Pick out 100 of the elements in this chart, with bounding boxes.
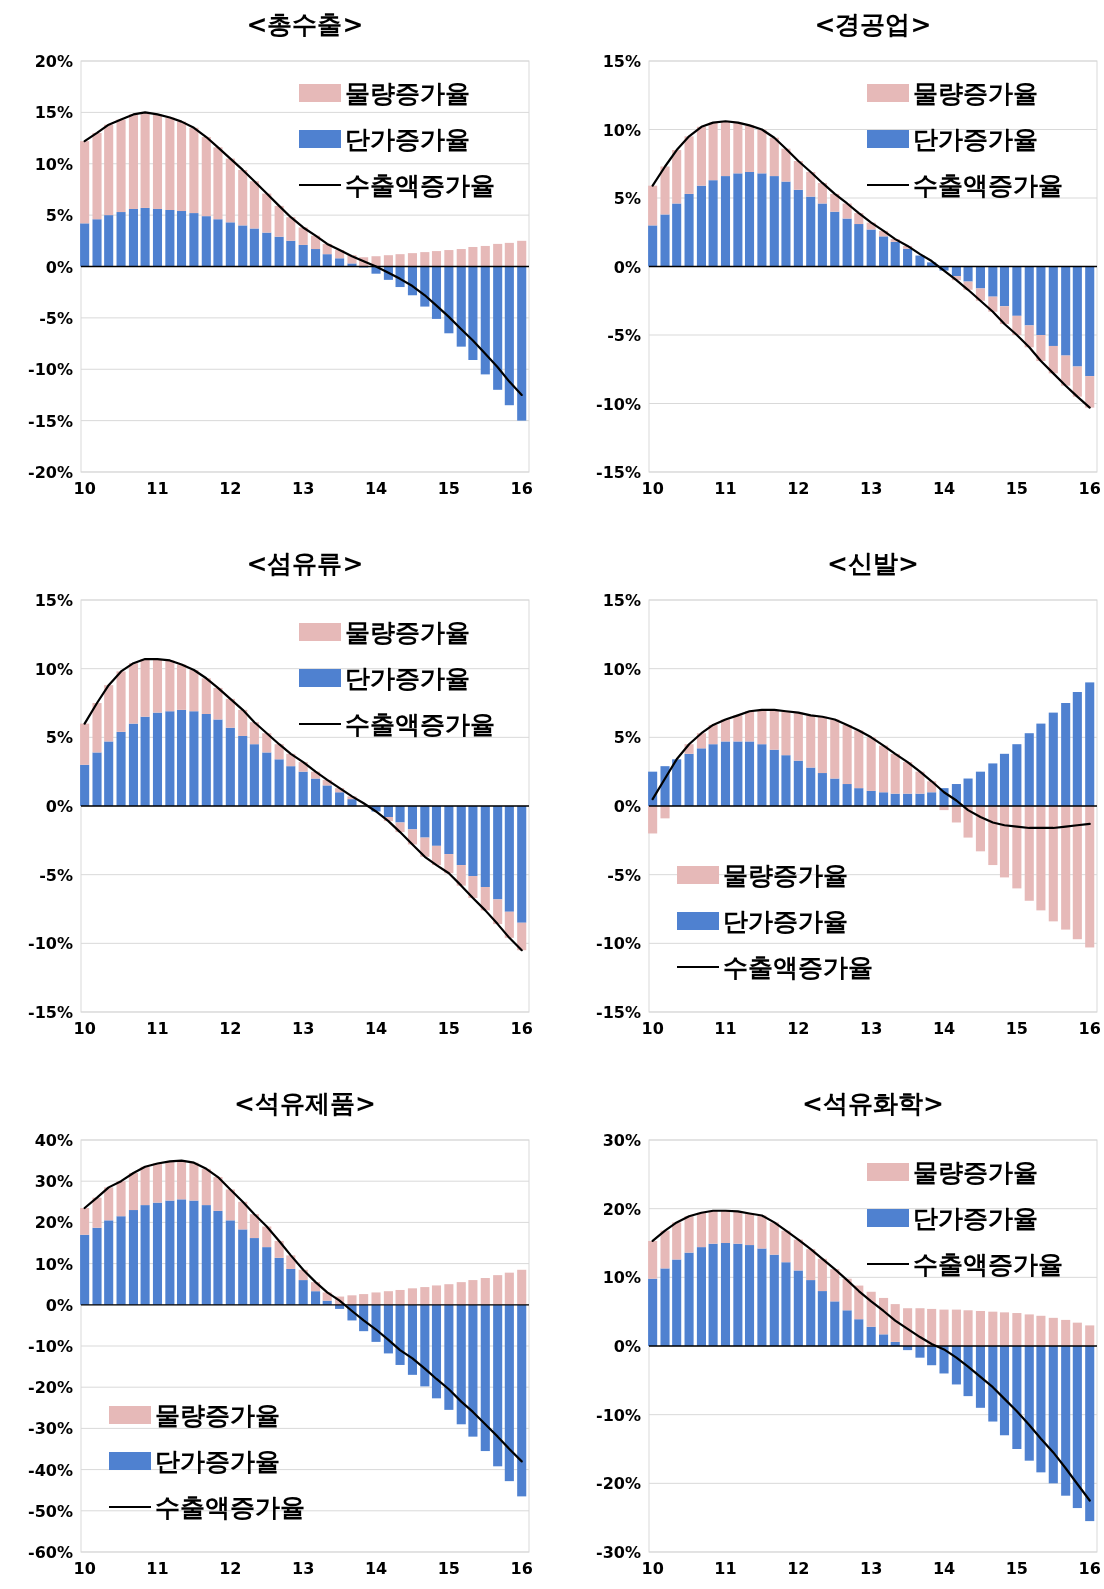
- x-tick-label: 14: [364, 479, 388, 498]
- y-tick-label: -30%: [596, 1543, 641, 1562]
- y-tick-label: -20%: [596, 1474, 641, 1494]
- legend-label: 단가증가율: [345, 664, 470, 693]
- chart-title: <석유화학>: [802, 1089, 944, 1118]
- y-tick-label: 20%: [34, 1213, 73, 1233]
- x-tick-label: 13: [292, 1019, 315, 1038]
- x-tick-label: 12: [219, 1559, 242, 1578]
- y-tick-label: 15%: [602, 52, 641, 71]
- y-tick-label: 0%: [613, 257, 641, 277]
- x-tick-label: 15: [1005, 1559, 1028, 1578]
- x-tick-label: 15: [437, 1019, 460, 1038]
- y-tick-label: 5%: [45, 206, 73, 226]
- x-tick-label: 12: [787, 1019, 810, 1038]
- y-tick-label: -10%: [28, 934, 73, 954]
- y-tick-label: -10%: [596, 394, 641, 414]
- x-tick-label: 11: [714, 479, 737, 498]
- y-tick-label: -15%: [28, 411, 73, 431]
- x-tick-label: 16: [1078, 1559, 1101, 1578]
- y-tick-label: -30%: [28, 1419, 73, 1439]
- x-tick-label: 11: [146, 479, 169, 498]
- legend-label: 물량증가율: [345, 618, 470, 647]
- y-tick-label: -5%: [607, 326, 641, 345]
- x-tick-label: 16: [510, 1559, 533, 1578]
- legend-label: 단가증가율: [155, 1447, 280, 1476]
- x-tick-label: 12: [787, 479, 810, 498]
- y-tick-label: -15%: [28, 1003, 73, 1022]
- legend-label: 단가증가율: [345, 125, 470, 154]
- y-tick-label: 10%: [34, 154, 73, 174]
- y-tick-label: -5%: [607, 865, 641, 885]
- x-tick-label: 16: [510, 1019, 533, 1038]
- y-tick-label: -10%: [28, 360, 73, 380]
- y-tick-label: -10%: [596, 934, 641, 954]
- x-tick-label: 12: [219, 1019, 242, 1038]
- y-tick-label: -10%: [596, 1405, 641, 1425]
- x-tick-label: 11: [146, 1019, 169, 1038]
- y-tick-label: 15%: [34, 103, 73, 123]
- legend-label: 물량증가율: [345, 79, 470, 108]
- chart-title: <총수출>: [246, 10, 364, 39]
- legend-label: 수출액증가율: [345, 171, 495, 200]
- x-tick-label: 13: [860, 1559, 883, 1578]
- x-tick-label: 12: [787, 1559, 810, 1578]
- x-tick-label: 15: [437, 479, 460, 498]
- y-tick-label: 0%: [45, 1295, 73, 1315]
- legend-label: 수출액증가율: [345, 710, 495, 739]
- chart-title: <석유제품>: [234, 1089, 376, 1118]
- legend-label: 수출액증가율: [155, 1493, 305, 1522]
- legend-label: 물량증가율: [913, 79, 1038, 108]
- y-tick-label: 0%: [613, 1337, 641, 1356]
- x-tick-label: 10: [641, 479, 664, 498]
- x-tick-label: 14: [932, 1019, 956, 1038]
- x-tick-label: 14: [364, 1559, 388, 1578]
- y-tick-label: 10%: [34, 659, 73, 679]
- x-tick-label: 10: [641, 1559, 664, 1578]
- y-tick-label: -50%: [28, 1501, 73, 1521]
- legend-label: 단가증가율: [913, 125, 1038, 154]
- y-tick-label: 0%: [613, 797, 641, 816]
- legend-label: 수출액증가율: [723, 953, 873, 982]
- y-tick-label: 15%: [602, 591, 641, 610]
- y-tick-label: 5%: [45, 728, 73, 748]
- y-tick-label: 15%: [34, 591, 73, 610]
- y-tick-label: 5%: [613, 728, 641, 748]
- x-tick-label: 13: [860, 1019, 883, 1038]
- y-tick-label: 20%: [602, 1199, 641, 1219]
- x-tick-label: 13: [292, 479, 315, 498]
- y-tick-label: -20%: [28, 1378, 73, 1398]
- legend-label: 수출액증가율: [913, 1250, 1063, 1279]
- x-tick-label: 15: [437, 1559, 460, 1578]
- x-tick-label: 12: [219, 479, 242, 498]
- y-tick-label: 10%: [602, 659, 641, 679]
- x-tick-label: 10: [73, 1019, 96, 1038]
- y-tick-label: 30%: [34, 1172, 73, 1192]
- y-tick-label: -20%: [28, 463, 73, 482]
- x-tick-label: 16: [510, 479, 533, 498]
- y-tick-label: -10%: [28, 1337, 73, 1356]
- x-tick-label: 13: [860, 479, 883, 498]
- x-tick-label: 10: [73, 479, 96, 498]
- x-tick-label: 11: [714, 1559, 737, 1578]
- x-tick-label: 14: [932, 479, 956, 498]
- y-tick-label: 0%: [45, 797, 73, 816]
- y-tick-label: -15%: [596, 1003, 641, 1022]
- y-tick-label: -15%: [596, 463, 641, 482]
- y-tick-label: 10%: [602, 1268, 641, 1288]
- legend-label: 단가증가율: [723, 907, 848, 936]
- y-tick-label: 30%: [602, 1131, 641, 1150]
- legend-label: 물량증가율: [913, 1158, 1038, 1187]
- y-tick-label: 20%: [34, 52, 73, 71]
- chart-title: <섬유류>: [246, 549, 364, 578]
- x-tick-label: 10: [73, 1559, 96, 1578]
- legend-label: 물량증가율: [723, 861, 848, 890]
- x-tick-label: 15: [1005, 479, 1028, 498]
- x-tick-label: 10: [641, 1019, 664, 1038]
- x-tick-label: 14: [364, 1019, 388, 1038]
- y-tick-label: 10%: [34, 1254, 73, 1274]
- y-tick-label: -60%: [28, 1543, 73, 1562]
- legend-label: 단가증가율: [913, 1204, 1038, 1233]
- x-tick-label: 11: [714, 1019, 737, 1038]
- chart-title: <신발>: [827, 549, 919, 578]
- x-tick-label: 16: [1078, 479, 1101, 498]
- x-tick-label: 14: [932, 1559, 956, 1578]
